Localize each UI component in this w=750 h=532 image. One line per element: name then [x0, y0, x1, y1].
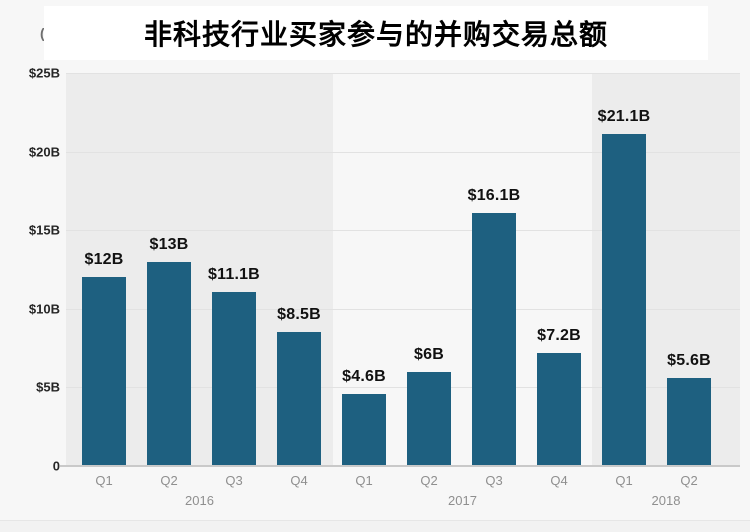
bar-value-label-2016-q1: $12B: [84, 251, 124, 269]
gridline-25: [66, 73, 740, 74]
bar-value-label-2017-q3: $16.1B: [467, 186, 521, 204]
chart-title: 非科技行业买家参与的并购交易总额: [143, 19, 608, 50]
x-tick-label-2017-q1: Q1: [355, 473, 373, 488]
x-tick-label-2016-q1: Q1: [95, 473, 113, 488]
y-axis-tick-label: $15B: [28, 222, 60, 238]
bar-value-label-2016-q3: $11.1B: [208, 265, 260, 283]
y-axis-tick-label: $20B: [28, 144, 60, 160]
bar-value-label-2018-q2: $5.6B: [667, 352, 711, 369]
gridline-20: [66, 152, 740, 153]
bar-2016-q3[interactable]: [212, 291, 256, 465]
x-tick-label-2016-q2: Q2: [160, 473, 178, 488]
x-tick-label-2018-q1: Q1: [615, 473, 633, 488]
bottom-divider: [0, 520, 750, 521]
x-tick-label-2016-q4: Q4: [290, 473, 308, 488]
bar-2017-q1[interactable]: [342, 393, 386, 465]
y-axis-tick-label: $5B: [36, 379, 60, 395]
x-axis-baseline: [60, 465, 740, 467]
bar-2017-q2[interactable]: [407, 371, 451, 465]
x-tick-label-2018-q2: Q2: [680, 473, 698, 488]
bottom-strip: [0, 521, 750, 532]
x-tick-label-2016-q3: Q3: [225, 473, 243, 488]
y-axis-tick-label: $25B: [28, 65, 60, 81]
bar-2017-q4[interactable]: [537, 352, 581, 465]
x-tick-label-2017-q4: Q4: [550, 473, 568, 488]
y-axis-tick-label: 0: [52, 458, 60, 474]
gridline-10: [66, 309, 740, 310]
gridline-15: [66, 230, 740, 231]
bar-value-label-2016-q2: $13B: [149, 235, 189, 253]
bar-value-label-2017-q2: $6B: [414, 345, 444, 363]
bar-2018-q1[interactable]: [602, 134, 646, 465]
chart-title-overlay: 非科技行业买家参与的并购交易总额: [44, 6, 708, 60]
bar-2016-q2[interactable]: [147, 261, 191, 465]
bar-2018-q2[interactable]: [667, 378, 711, 465]
year-label-2016: 2016: [185, 493, 214, 508]
bar-2017-q3[interactable]: [472, 212, 516, 465]
clipped-underlying-title-fragment: (: [40, 25, 45, 41]
bar-value-label-2018-q1: $21.1B: [597, 108, 651, 126]
gridline-5: [66, 387, 740, 388]
bar-value-label-2016-q4: $8.5B: [277, 306, 321, 324]
x-tick-label-2017-q3: Q3: [485, 473, 503, 488]
bar-value-label-2017-q4: $7.2B: [537, 326, 581, 344]
year-label-2017: 2017: [448, 493, 477, 508]
year-label-2018: 2018: [651, 493, 681, 508]
bar-value-label-2017-q1: $4.6B: [342, 367, 386, 385]
bar-2016-q4[interactable]: [277, 332, 321, 465]
x-tick-label-2017-q2: Q2: [420, 473, 438, 488]
bar-2016-q1[interactable]: [82, 277, 126, 465]
y-axis-tick-label: $10B: [28, 301, 60, 317]
